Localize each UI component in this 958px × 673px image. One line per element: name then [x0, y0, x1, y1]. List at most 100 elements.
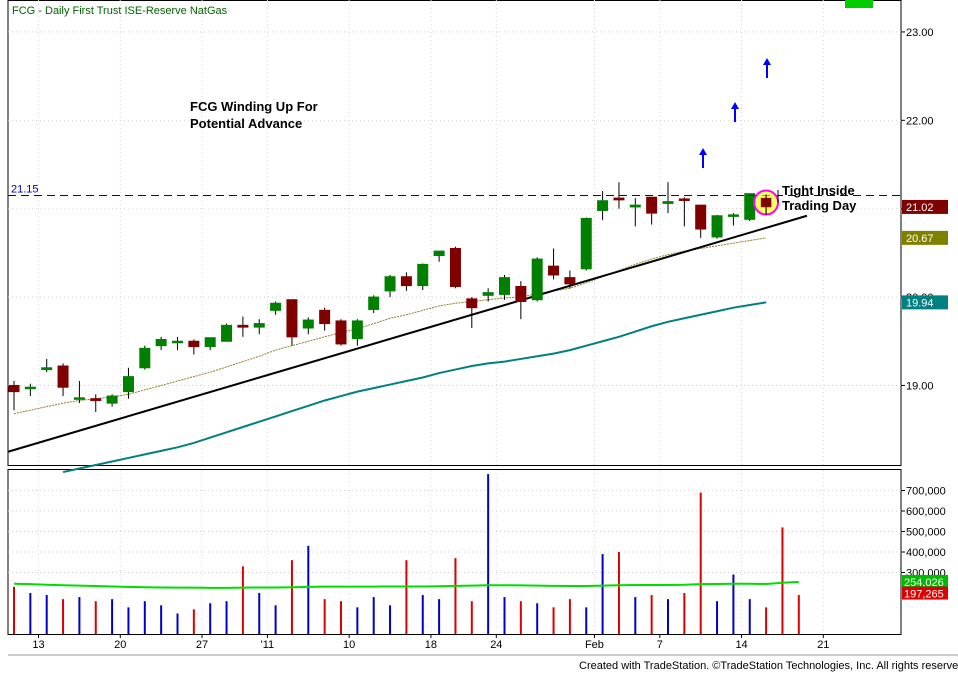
volume-moving-average — [13, 580, 799, 589]
price-value-badge — [902, 295, 948, 310]
volume-bar — [340, 601, 342, 634]
volume-bar — [160, 605, 163, 634]
volume-bar — [487, 474, 490, 634]
volume-bar — [765, 607, 768, 634]
short-moving-average — [13, 237, 767, 415]
volume-value-label: 197,265 — [904, 589, 944, 601]
candle-body — [761, 198, 772, 207]
volume-bar — [536, 603, 539, 634]
volume-bar — [111, 599, 114, 634]
volume-tick-label: 700,000 — [906, 486, 946, 498]
price-value-badge — [902, 199, 948, 214]
volume-bar — [797, 595, 800, 634]
volume-bar — [78, 597, 81, 634]
volume-bar — [62, 599, 65, 634]
volume-bar — [225, 601, 228, 634]
volume-bar — [241, 566, 244, 634]
volume-bar — [650, 595, 653, 634]
date-tick-label: '11 — [261, 639, 275, 651]
price-value-badge — [902, 230, 948, 245]
candle-body — [204, 337, 216, 348]
volume-bar — [716, 601, 719, 634]
volume-bar — [552, 607, 555, 634]
candle-body — [613, 197, 625, 201]
volume-value-badge — [902, 574, 948, 588]
candle-body — [188, 340, 200, 348]
date-tick-label: Feb — [585, 639, 604, 651]
volume-bar — [781, 527, 784, 634]
candle-body — [57, 365, 69, 388]
price-tick-label: 19.00 — [906, 380, 934, 392]
annotation-text: Tight Inside — [782, 183, 855, 198]
candle-body — [8, 384, 20, 393]
date-tick-label: 10 — [343, 639, 355, 651]
price-tick-label: 23.00 — [906, 27, 934, 39]
candle-body — [172, 340, 183, 344]
candle-body — [221, 324, 233, 342]
x-axis: 13 20 27 '11 10 18 24 Feb 7 14 21 — [32, 634, 829, 651]
candle-body — [515, 285, 527, 302]
candle-body — [646, 196, 658, 214]
volume-bar — [454, 558, 457, 634]
volume-grid — [8, 470, 901, 634]
volume-bar — [307, 545, 310, 634]
candle-body — [286, 299, 298, 338]
volume-bar — [748, 599, 751, 634]
price-value-label: 19.94 — [906, 297, 934, 309]
candle-body — [433, 250, 445, 257]
volume-bar — [634, 597, 637, 634]
volume-bar — [356, 607, 359, 634]
candle-body — [564, 277, 576, 285]
volume-tick-label: 500,000 — [906, 527, 946, 539]
volume-bar — [94, 601, 97, 634]
up-arrow-head-icon — [731, 102, 739, 109]
volume-bar — [323, 599, 326, 634]
long-moving-average — [62, 301, 767, 474]
up-arrow-head-icon — [699, 148, 707, 155]
candle-body — [482, 292, 494, 296]
volume-bar — [405, 560, 408, 634]
candle-body — [449, 247, 461, 287]
resistance-label: 21.15 — [11, 183, 39, 195]
candle-body — [466, 298, 478, 309]
volume-bar — [192, 609, 195, 634]
volume-bar — [438, 599, 441, 634]
candle-body — [90, 398, 102, 401]
candle-body — [629, 204, 641, 208]
candle-body — [122, 376, 134, 393]
volume-value-label: 254,026 — [904, 577, 944, 589]
volume-bar — [13, 586, 15, 634]
candle-body — [41, 367, 53, 371]
date-tick-label: 18 — [425, 639, 437, 651]
candle-body — [499, 277, 510, 295]
candle-body — [368, 296, 380, 310]
volume-bar — [421, 595, 424, 634]
candle-body — [73, 397, 85, 400]
chart-title: FCG - Daily First Trust ISE-Reserve NatG… — [12, 5, 228, 17]
candle-body — [319, 309, 331, 325]
volume-bar — [176, 613, 179, 634]
price-value-label: 20.67 — [906, 233, 934, 245]
candle-body — [662, 201, 674, 204]
candle-body — [106, 395, 118, 404]
trendline — [7, 214, 808, 453]
annotation-text: Potential Advance — [190, 116, 302, 131]
volume-bar — [519, 601, 522, 634]
date-tick-label: 24 — [490, 639, 502, 651]
candle-body — [351, 320, 363, 340]
date-tick-label: 7 — [657, 639, 663, 651]
annotations: 21.15 FCG Winding Up For Potential Advance… — [8, 58, 901, 216]
volume-tick-label: 600,000 — [906, 506, 946, 518]
candle-body — [139, 347, 151, 369]
volume-axis: 300,000400,000500,000600,000700,000254,0… — [901, 486, 948, 601]
status-indicator-block — [845, 0, 873, 8]
volume-bar — [258, 593, 261, 634]
candle-body — [711, 215, 723, 238]
volume-bar — [568, 599, 571, 634]
candle-body — [237, 324, 249, 328]
candle-body — [253, 323, 265, 328]
volume-bars — [13, 474, 800, 634]
volume-bar — [274, 605, 277, 634]
